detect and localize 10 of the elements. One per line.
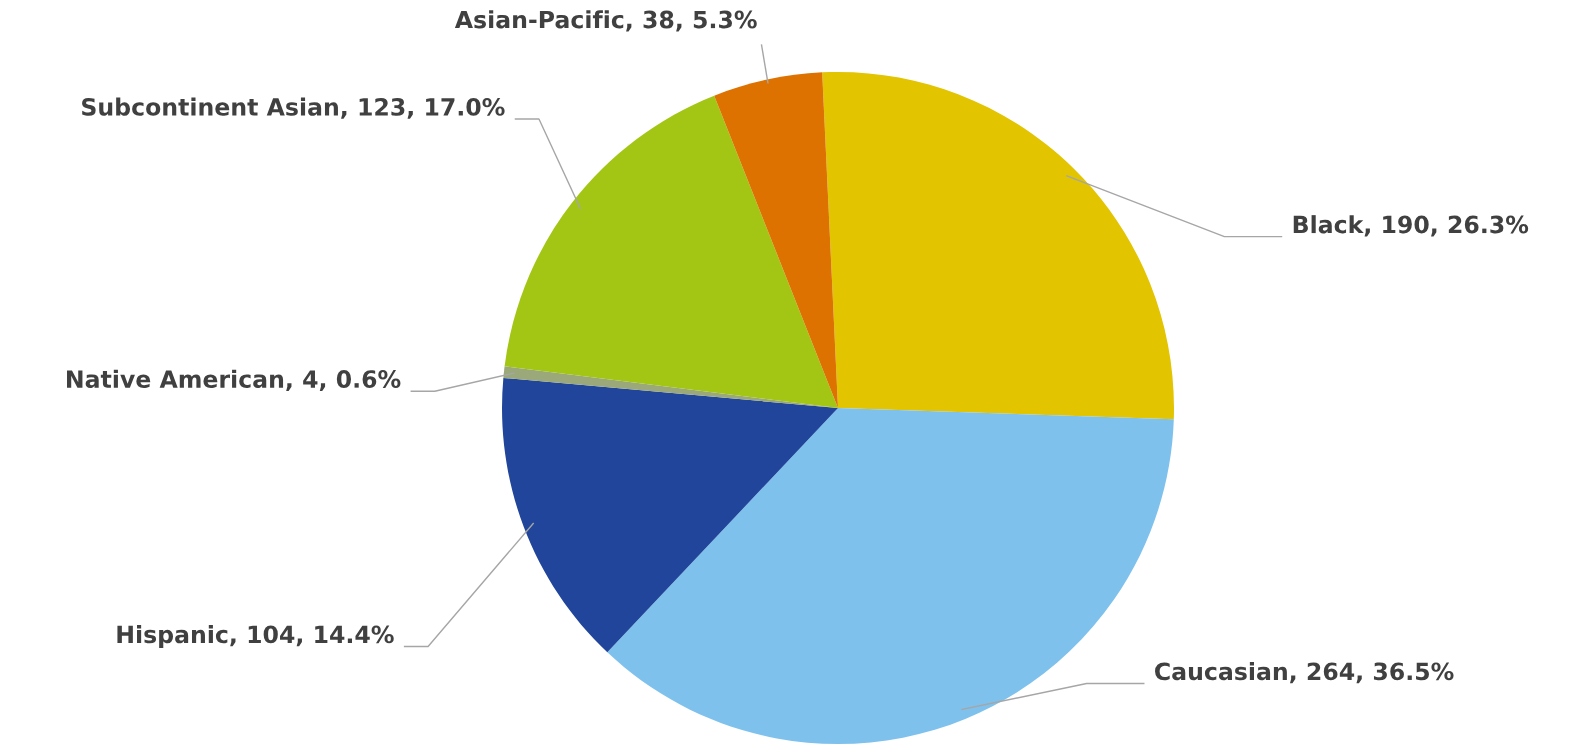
slice-label: Asian-Pacific, 38, 5.3% <box>454 10 757 32</box>
slice-label: Black, 190, 26.3% <box>1293 215 1529 237</box>
pie-slice <box>504 95 838 408</box>
pie-slice <box>502 377 838 653</box>
slice-label: Caucasian, 264, 36.5% <box>1155 662 1454 684</box>
pie-slice <box>822 72 1174 420</box>
slice-label: Native American, 4, 0.6% <box>67 369 401 391</box>
slice-label: Subcontinent Asian, 123, 17.0% <box>82 97 505 119</box>
slice-label: Hispanic, 104, 14.4% <box>117 625 394 648</box>
pie-slice <box>714 72 838 408</box>
